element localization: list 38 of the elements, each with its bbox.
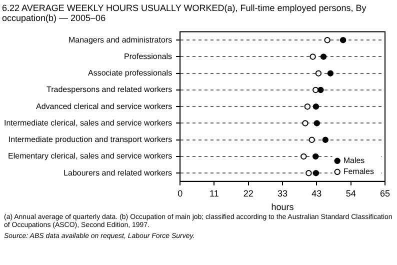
y-tick-label: Tradespersons and related workers [46, 85, 172, 94]
point [318, 86, 324, 94]
x-tick-label: 65 [380, 188, 390, 198]
point [327, 70, 334, 76]
point [306, 170, 312, 176]
y-tick-label: Professionals [124, 52, 172, 61]
x-axis-title: hours [271, 202, 294, 212]
x-tick-label: 54 [346, 188, 356, 198]
point [312, 86, 319, 94]
legend-label: Males [343, 156, 365, 166]
y-tick-label: Advanced clerical and service workers [36, 102, 172, 111]
x-tick-label: 0 [178, 188, 183, 198]
legend-label: Females [343, 167, 374, 176]
point [340, 37, 346, 44]
y-tick-label: Intermediate production and transport workers [8, 135, 172, 144]
y-tick-label: Labourers and related workers [64, 168, 172, 178]
x-tick-label: 22 [243, 188, 254, 198]
y-tick-label: Associate professionals [88, 68, 172, 78]
y-tick-label: Managers and administrators [68, 35, 172, 44]
point [320, 54, 327, 60]
point [322, 136, 329, 143]
x-tick-label: 43 [312, 188, 322, 198]
chart-title: 6.22 AVERAGE WEEKLY HOURS USUALLY WORKED(a), Full-time employed persons, By occupation(b) — 2005–06 [1, 2, 368, 23]
point [304, 104, 311, 110]
point [312, 104, 320, 110]
point [315, 70, 322, 76]
y-tick-label: Intermediate clerical, sales and service workers [4, 118, 172, 128]
point [324, 37, 330, 44]
x-tick-label: 33 [278, 188, 288, 198]
y-tick-label: Elementary clerical, sales and service workers [8, 152, 172, 161]
point [312, 153, 319, 160]
point [308, 136, 315, 143]
x-tick-label: 11 [210, 188, 219, 198]
point [314, 120, 320, 126]
point [302, 120, 308, 126]
point [310, 54, 316, 60]
point [312, 170, 320, 176]
point [300, 153, 307, 160]
